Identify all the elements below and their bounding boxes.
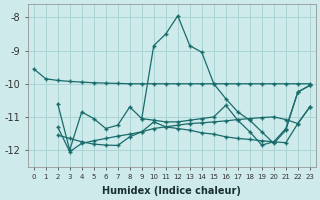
X-axis label: Humidex (Indice chaleur): Humidex (Indice chaleur) (102, 186, 241, 196)
